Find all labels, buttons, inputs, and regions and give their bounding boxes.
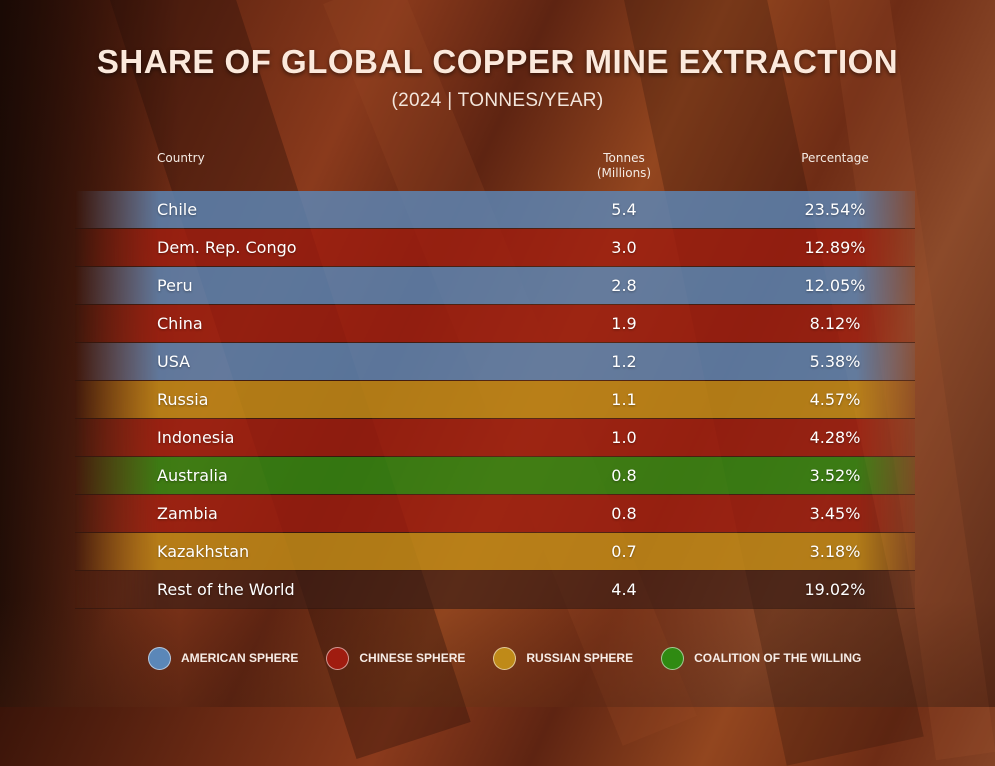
table-row: Australia 0.8 3.52%	[75, 457, 915, 495]
cell-country: China	[157, 314, 203, 333]
cell-country: USA	[157, 352, 191, 371]
row-sphere-fill	[75, 343, 915, 380]
table-row: Indonesia 1.0 4.28%	[75, 419, 915, 457]
legend-label: AMERICAN SPHERE	[181, 651, 299, 665]
cell-percentage: 12.05%	[804, 276, 866, 295]
cell-tonnes: 1.1	[611, 390, 637, 409]
cell-tonnes: 0.8	[611, 466, 637, 485]
cell-percentage: 3.52%	[809, 466, 861, 485]
cell-percentage: 4.28%	[809, 428, 861, 447]
cell-tonnes: 0.8	[611, 504, 637, 523]
column-header-tonnes-line1: Tonnes	[603, 151, 645, 165]
legend-label: RUSSIAN SPHERE	[526, 651, 634, 665]
row-sphere-fill	[75, 381, 915, 418]
column-header-tonnes-line2: (Millions)	[596, 166, 652, 180]
row-sphere-fill	[75, 533, 915, 570]
cell-percentage: 5.38%	[809, 352, 861, 371]
row-sphere-fill	[75, 267, 915, 304]
cell-tonnes: 1.0	[611, 428, 637, 447]
row-sphere-fill	[75, 495, 915, 532]
legend-swatch-icon	[493, 646, 517, 670]
table-row: Dem. Rep. Congo 3.0 12.89%	[75, 229, 915, 267]
table-row: Russia 1.1 4.57%	[75, 381, 915, 419]
legend-item: COALITION OF THE WILLING	[661, 646, 862, 670]
table-row: Chile 5.4 23.54%	[75, 191, 915, 229]
cell-country: Russia	[157, 390, 209, 409]
cell-percentage: 8.12%	[809, 314, 861, 333]
legend-swatch-icon	[148, 646, 171, 670]
cell-country: Indonesia	[157, 428, 235, 447]
legend-item: RUSSIAN SPHERE	[493, 646, 634, 670]
legend: AMERICAN SPHERE CHINESE SPHERE RUSSIAN SPH…	[148, 646, 889, 670]
chart-title: SHARE OF GLOBAL COPPER MINE EXTRACTION	[96, 43, 899, 80]
table-row: China 1.9 8.12%	[75, 305, 915, 343]
column-header-percentage: Percentage	[801, 151, 869, 165]
cell-country: Zambia	[157, 504, 218, 523]
cell-percentage: 4.57%	[809, 390, 861, 409]
table-row: Rest of the World 4.4 19.02%	[75, 571, 915, 609]
row-sphere-fill	[75, 457, 915, 494]
cell-tonnes: 4.4	[611, 580, 637, 599]
cell-percentage: 3.18%	[809, 542, 861, 561]
column-header-country: Country	[157, 151, 205, 165]
cell-percentage: 12.89%	[804, 238, 866, 257]
cell-country: Chile	[157, 200, 198, 219]
cell-country: Rest of the World	[157, 580, 295, 599]
legend-swatch-icon	[661, 646, 685, 670]
legend-item: AMERICAN SPHERE	[148, 646, 299, 670]
column-header-tonnes: Tonnes (Millions)	[574, 151, 674, 181]
legend-label: CHINESE SPHERE	[359, 651, 466, 665]
table-row: Peru 2.8 12.05%	[75, 267, 915, 305]
cell-tonnes: 0.7	[611, 542, 637, 561]
row-sphere-fill	[75, 229, 915, 266]
cell-country: Australia	[157, 466, 228, 485]
table-row: Zambia 0.8 3.45%	[75, 495, 915, 533]
cell-country: Kazakhstan	[157, 542, 250, 561]
row-sphere-fill	[75, 305, 915, 342]
cell-country: Peru	[157, 276, 193, 295]
legend-swatch-icon	[326, 646, 350, 670]
cell-country: Dem. Rep. Congo	[157, 238, 297, 257]
row-sphere-fill	[75, 191, 915, 228]
legend-label: COALITION OF THE WILLING	[694, 651, 862, 665]
legend-item: CHINESE SPHERE	[326, 646, 466, 670]
cell-tonnes: 5.4	[611, 200, 637, 219]
cell-tonnes: 1.2	[611, 352, 637, 371]
table-row: Kazakhstan 0.7 3.18%	[75, 533, 915, 571]
row-sphere-fill	[75, 419, 915, 456]
table-row: USA 1.2 5.38%	[75, 343, 915, 381]
cell-percentage: 3.45%	[809, 504, 861, 523]
cell-percentage: 19.02%	[804, 580, 866, 599]
cell-tonnes: 1.9	[611, 314, 637, 333]
chart-subtitle: (2024 | TONNES/YEAR)	[391, 90, 604, 111]
row-sphere-fill	[75, 571, 915, 608]
data-table: Chile 5.4 23.54% Dem. Rep. Congo 3.0 12.89% Pe…	[75, 191, 915, 609]
cell-percentage: 23.54%	[804, 200, 866, 219]
cell-tonnes: 3.0	[611, 238, 637, 257]
cell-tonnes: 2.8	[611, 276, 637, 295]
